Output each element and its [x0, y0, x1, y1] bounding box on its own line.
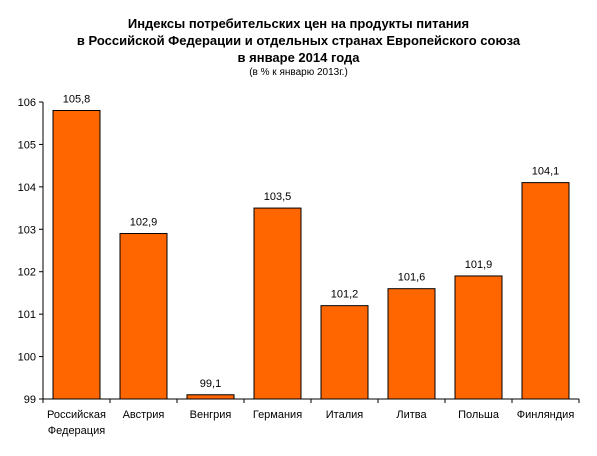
chart-subtitle: (в % к январю 2013г.) — [249, 67, 348, 78]
chart-title-line-1: Индексы потребительских цен на продукты … — [127, 16, 470, 31]
category-label: Польша — [458, 409, 500, 421]
bar-value-label: 103,5 — [264, 191, 292, 203]
category-label: Литва — [396, 409, 427, 421]
y-tick-label: 103 — [18, 224, 36, 236]
bar-value-label: 105,8 — [63, 93, 91, 105]
bar — [186, 394, 235, 400]
category-label: Германия — [253, 409, 302, 421]
y-tick-label: 100 — [18, 352, 36, 364]
bar — [387, 288, 436, 400]
bar — [320, 305, 369, 400]
bar — [119, 233, 168, 400]
bar — [521, 182, 570, 400]
category-label: Российская — [47, 409, 106, 421]
y-tick-label: 104 — [18, 182, 36, 194]
bar-value-label: 101,2 — [331, 289, 359, 301]
y-tick-label: 105 — [18, 139, 36, 151]
chart-title-line-2: в Российской Федерации и отдельных стран… — [76, 33, 521, 48]
y-tick-label: 106 — [18, 97, 36, 109]
category-label: Федерация — [48, 425, 105, 437]
bar-value-label: 101,6 — [398, 272, 426, 284]
bar — [52, 109, 101, 400]
bar — [454, 275, 503, 400]
category-label: Австрия — [123, 409, 165, 421]
bar-value-label: 104,1 — [532, 166, 560, 178]
bar-value-label: 99,1 — [200, 378, 221, 390]
chart-title-line-3: в январе 2014 года — [237, 50, 360, 65]
y-tick-label: 102 — [18, 267, 36, 279]
category-label: Италия — [326, 409, 364, 421]
y-tick-label: 99 — [24, 394, 36, 406]
bar-value-label: 101,9 — [465, 259, 493, 271]
bar-value-label: 102,9 — [130, 217, 158, 229]
category-label: Венгрия — [190, 409, 232, 421]
category-label: Финляндия — [517, 409, 575, 421]
bar — [253, 207, 302, 400]
y-tick-label: 101 — [18, 309, 36, 321]
